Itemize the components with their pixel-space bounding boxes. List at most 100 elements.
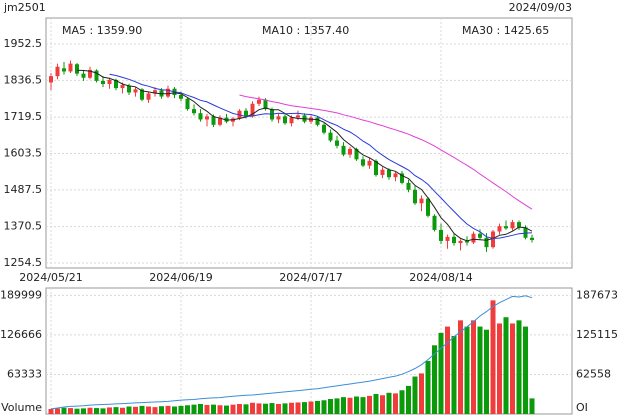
- volume-bar: [529, 398, 535, 414]
- candle-body: [120, 84, 125, 89]
- volume-bar: [178, 405, 184, 414]
- volume-bar: [484, 329, 489, 414]
- candle-body: [510, 222, 515, 229]
- candle-body: [75, 64, 79, 74]
- volume-bar: [490, 300, 496, 414]
- volume-bar: [308, 401, 314, 414]
- volume-bar: [81, 408, 86, 414]
- candle-body: [107, 79, 112, 85]
- candle-body: [296, 115, 300, 118]
- candle-body: [497, 226, 502, 232]
- volume-bar: [198, 404, 203, 414]
- volume-bar: [68, 408, 73, 414]
- candle-body: [250, 103, 255, 117]
- volume-bar: [412, 376, 418, 414]
- y-tick-label: 126666: [0, 328, 42, 341]
- candle-body: [127, 85, 131, 93]
- volume-bar: [289, 402, 294, 414]
- candle-body: [198, 113, 203, 120]
- volume-bar: [159, 406, 164, 414]
- volume-bar: [224, 405, 229, 414]
- volume-bar: [425, 360, 431, 414]
- candle-body: [335, 140, 339, 146]
- volume-bar: [373, 394, 379, 414]
- candle-body: [185, 98, 190, 110]
- volume-bar: [458, 320, 463, 414]
- candle-body: [341, 145, 346, 155]
- y-tick-label: 1254.5: [4, 256, 43, 269]
- chart-title: jm2501: [3, 1, 46, 14]
- volume-bar: [126, 406, 132, 414]
- volume-bar: [133, 406, 138, 414]
- candle-body: [491, 231, 495, 248]
- volume-bar: [497, 323, 502, 414]
- volume-bar: [445, 326, 450, 414]
- volume-bar: [120, 407, 125, 414]
- y-tick-label: 1719.5: [4, 110, 43, 123]
- volume-bar: [152, 407, 158, 414]
- volume-bar: [263, 403, 268, 414]
- candle-body: [140, 89, 144, 100]
- volume-bar: [451, 335, 457, 414]
- x-tick-label: 2024/05/21: [19, 271, 82, 284]
- candle-body: [348, 148, 352, 155]
- volume-bar: [191, 404, 197, 414]
- volume-bar: [406, 385, 411, 414]
- volume-bar: [354, 396, 359, 414]
- candle-body: [49, 76, 53, 83]
- y-tick-label: 1952.5: [4, 37, 43, 50]
- legend-label: MA30 : 1425.65: [462, 24, 549, 37]
- candle-body: [263, 99, 268, 110]
- volume-bar: [419, 373, 424, 414]
- legend-label: MA10 : 1357.40: [262, 24, 349, 37]
- candle-body: [504, 226, 508, 229]
- y-tick-label: 63333: [7, 367, 42, 380]
- y-tick-label: 1487.5: [4, 183, 43, 196]
- volume-bar: [516, 320, 522, 414]
- candle-body: [517, 222, 521, 228]
- volume-bar: [477, 326, 483, 414]
- candle-body: [211, 116, 216, 125]
- volume-bar: [256, 403, 262, 414]
- y-axis-label: Volume: [1, 401, 42, 414]
- candle-body: [478, 233, 482, 238]
- candle-body: [81, 73, 86, 78]
- volume-bar: [438, 332, 444, 414]
- volume-bar: [510, 323, 515, 414]
- volume-bar: [367, 395, 372, 414]
- ma-line: [76, 69, 533, 242]
- volume-bar: [243, 404, 249, 414]
- volume-bar: [172, 406, 177, 414]
- volume-bar: [74, 408, 80, 414]
- candle-body: [393, 173, 398, 178]
- candle-body: [153, 90, 157, 94]
- volume-bar: [217, 405, 223, 414]
- y-tick-label: 1603.5: [4, 147, 43, 160]
- chart-date: 2024/09/03: [509, 1, 572, 14]
- candle-body: [283, 116, 287, 124]
- volume-bar: [185, 405, 190, 414]
- candle-body: [55, 66, 60, 77]
- volume-bar: [204, 404, 210, 414]
- volume-bar: [399, 390, 405, 414]
- candle-body: [94, 70, 99, 81]
- volume-bar: [146, 406, 151, 414]
- volume-bar: [87, 407, 93, 414]
- volume-bar: [523, 326, 528, 414]
- candle-body: [114, 79, 118, 89]
- y-tick-label: 1836.5: [4, 73, 43, 86]
- y2-tick-label: 62558: [576, 367, 611, 380]
- candle-body: [452, 236, 456, 244]
- candle-body: [88, 69, 92, 78]
- candle-body: [276, 116, 281, 120]
- candle-body: [179, 94, 183, 99]
- legend-label: MA5 : 1359.90: [62, 24, 142, 37]
- candle-body: [465, 240, 469, 243]
- candle-body: [166, 88, 170, 97]
- volume-bar: [100, 408, 106, 414]
- volume-bar: [211, 404, 216, 414]
- oi-line: [50, 295, 533, 410]
- price-panel: [45, 17, 573, 269]
- volume-bar: [282, 403, 288, 414]
- candle-body: [315, 117, 320, 125]
